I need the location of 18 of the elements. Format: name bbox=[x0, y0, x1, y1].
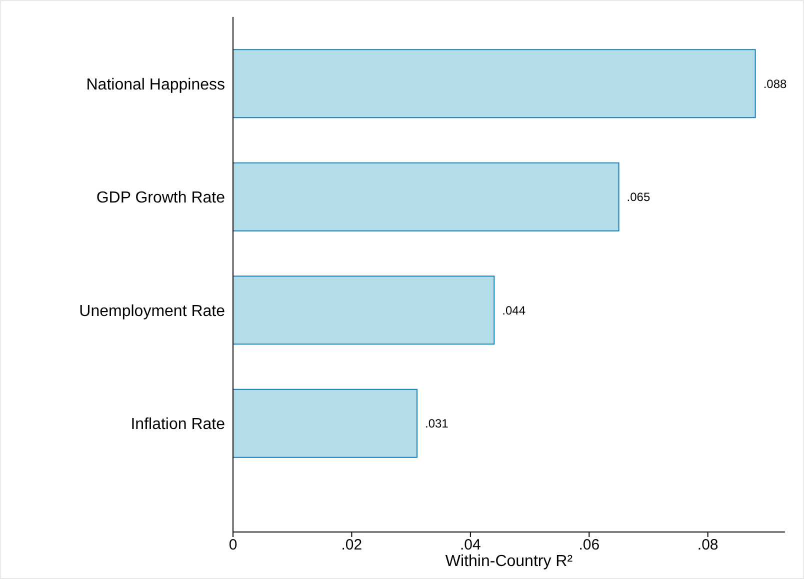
x-tick-label: .08 bbox=[697, 536, 718, 554]
bar bbox=[233, 162, 620, 232]
y-tick-label: GDP Growth Rate bbox=[96, 190, 226, 207]
data-label: .088 bbox=[763, 76, 788, 91]
bar bbox=[233, 49, 756, 118]
x-tick-label: .06 bbox=[578, 536, 600, 554]
y-tick-label: National Happiness bbox=[86, 76, 225, 94]
x-axis-title: Within-Country R² bbox=[445, 553, 574, 570]
data-label: .044 bbox=[502, 303, 526, 318]
data-label: .065 bbox=[626, 190, 650, 204]
data-label: .031 bbox=[425, 416, 449, 431]
bar bbox=[233, 276, 495, 345]
x-tick-label: .02 bbox=[341, 536, 362, 554]
x-tick-label: .04 bbox=[460, 536, 481, 554]
bar bbox=[233, 388, 418, 458]
y-tick-label: Unemployment Rate bbox=[79, 302, 226, 320]
x-tick-label: 0 bbox=[228, 536, 238, 554]
y-tick-label: Inflation Rate bbox=[130, 416, 226, 434]
